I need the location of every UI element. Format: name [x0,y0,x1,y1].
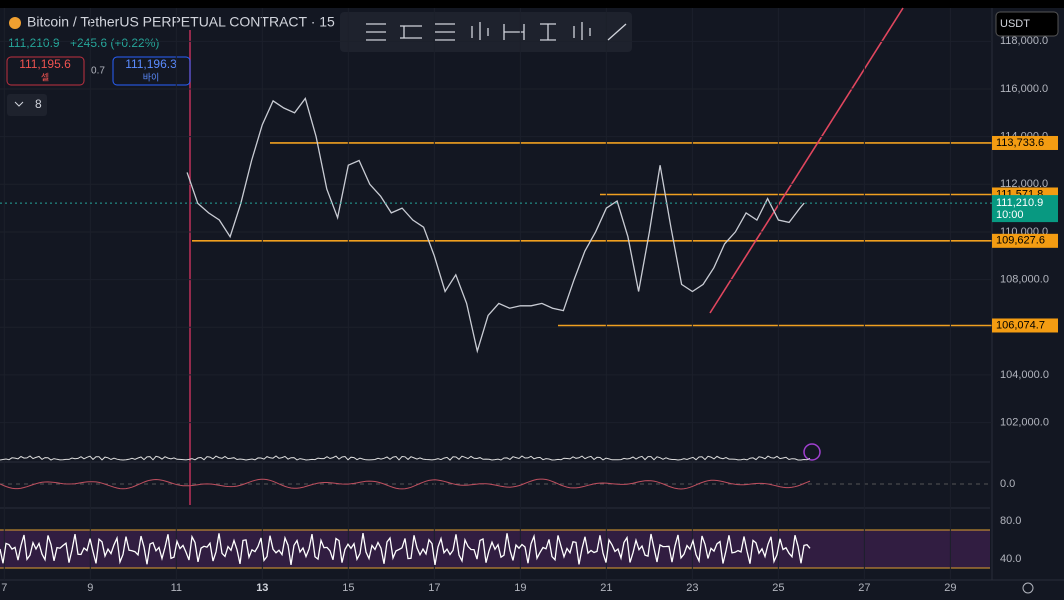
osc-tick: 0.0 [1000,478,1015,490]
last-price-tag [992,195,1058,223]
y-tick-label: 112,000.0 [1000,178,1048,190]
y-tick-label: 118,000.0 [1000,35,1048,47]
last-price: 111,210.9 [8,36,60,50]
x-tick-label: 7 [1,582,7,594]
last-price-label: 111,210.9 [996,197,1043,209]
sell-label: 셀 [41,72,49,82]
currency-select[interactable] [995,11,1059,37]
buy-price: 111,196.3 [125,57,177,71]
tool-lines[interactable] [366,23,386,41]
x-tick-label: 19 [514,582,526,594]
tool-fib[interactable] [435,23,455,41]
level-tag [992,135,1058,150]
alert-icon[interactable] [803,443,821,461]
countdown: 10:00 [996,209,1024,221]
buy-label: 바이 [143,72,160,82]
tool-trend[interactable] [607,23,627,41]
symbol: Bitcoin / TetherUS PERPETUAL CONTRACT · … [27,14,335,30]
buy-button[interactable] [112,56,191,86]
oscillator-line [0,478,811,490]
tool-channel[interactable] [400,25,422,39]
rsi-tick: 40.0 [1000,553,1021,565]
x-tick-label: 29 [944,582,956,594]
spread: 0.7 [91,66,105,77]
levels [192,142,992,327]
y-tick-label: 104,000.0 [1000,369,1049,381]
x-tick-label: 11 [171,582,182,594]
indicator-toggle[interactable] [7,94,47,116]
x-tick-label: 13 [256,582,268,594]
y-tick-label: 102,000.0 [1000,416,1049,428]
level-tag [992,318,1058,333]
x-tick-label: 17 [428,582,440,594]
level-label: 106,074.7 [996,319,1045,331]
trend-line [709,7,904,314]
chevron [14,101,24,107]
sell-button[interactable] [6,56,85,86]
sell-price: 111,195.6 [19,57,71,71]
x-tick-label: 25 [772,582,784,594]
drawing-toolbar [340,12,632,52]
tool-candles[interactable] [471,22,489,40]
y-tick-label: 108,000.0 [1000,274,1049,286]
settings-icon[interactable] [1022,582,1034,594]
x-tick-label: 23 [686,582,698,594]
rsi-line [0,532,811,566]
currency: USDT [1000,18,1030,30]
coin-icon [9,17,21,29]
change: +245.6 (+0.22%) [70,36,159,50]
top-bar [0,0,1064,8]
x-tick-label: 21 [600,582,612,594]
rsi-tick: 80.0 [1000,515,1021,527]
x-tick-label: 15 [342,582,354,594]
y-tick-label: 116,000.0 [1000,83,1048,95]
tool-pattern[interactable] [573,22,591,40]
volume-line [0,455,811,461]
x-tick-label: 9 [87,582,93,594]
level-label: 113,733.6 [996,137,1044,149]
tool-measure[interactable] [540,23,556,41]
level-label: 109,627.6 [996,235,1045,247]
indicator-count: 8 [35,97,42,111]
price-line [186,97,805,354]
level-tag [992,233,1058,248]
x-tick-label: 27 [858,582,870,594]
